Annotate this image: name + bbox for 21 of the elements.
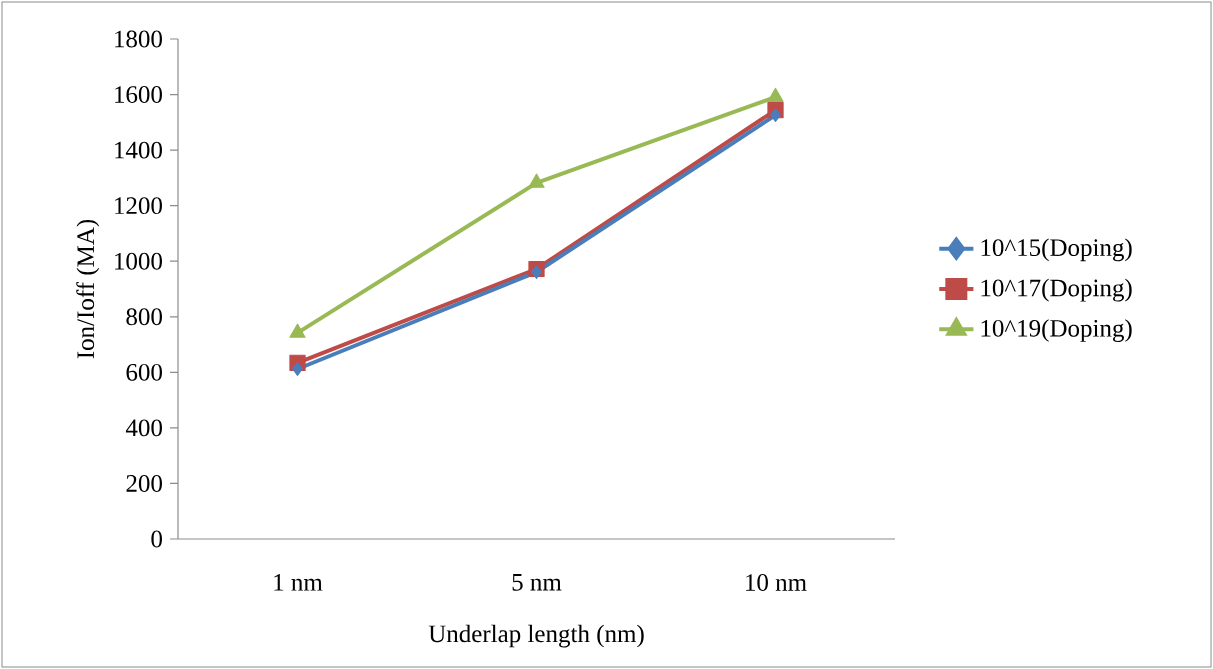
- y-tick-label: 1800: [115, 30, 162, 48]
- x-tick-label: 1 nm: [274, 574, 323, 591]
- legend-label: 10^15(Doping): [981, 238, 1132, 262]
- y-tick-label: 1200: [115, 197, 162, 215]
- y-tick-label: 1400: [115, 141, 162, 159]
- y-tick-label: 1000: [115, 252, 162, 270]
- y-tick-label: 600: [126, 363, 162, 381]
- y-tick-label: 200: [126, 475, 162, 492]
- x-tick-label: 10 nm: [746, 574, 807, 591]
- x-axis-title: Underlap length (nm): [428, 624, 644, 648]
- y-tick-label: 0: [151, 530, 162, 548]
- legend-label: 10^19(Doping): [981, 319, 1132, 342]
- y-tick-label: 800: [126, 308, 162, 326]
- y-tick-label: 400: [125, 419, 162, 437]
- legend-label: 10^17(Doping): [981, 278, 1132, 302]
- point: [292, 362, 303, 376]
- point: [770, 108, 781, 123]
- y-axis-title: Ion/Ioff (MA): [76, 219, 100, 359]
- point: [531, 265, 542, 279]
- x-tick-label: 5 nm: [512, 574, 562, 591]
- y-tick-label: 1600: [115, 86, 162, 103]
